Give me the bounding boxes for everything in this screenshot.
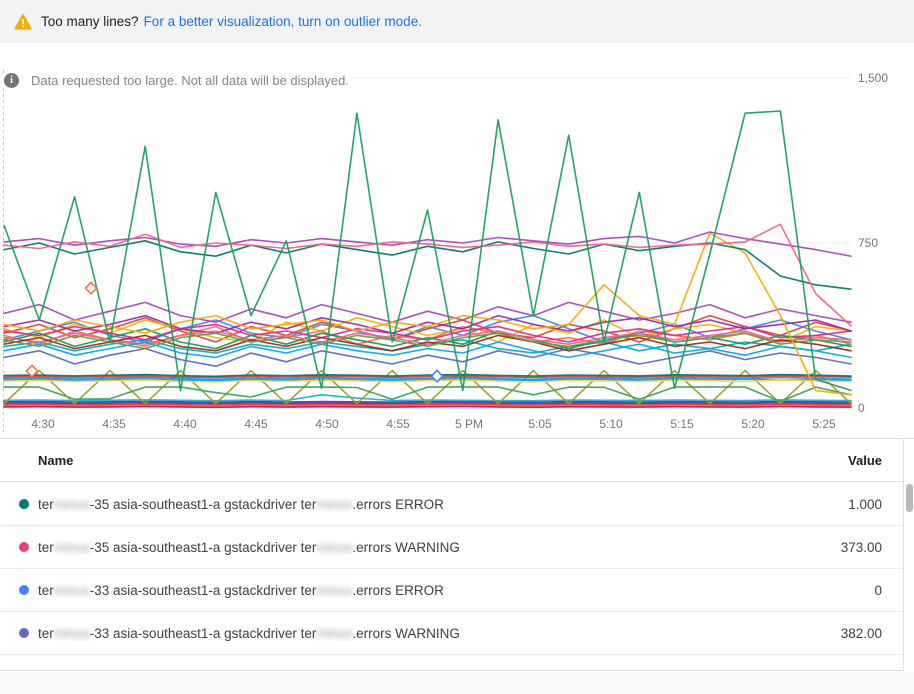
line-chart-canvas[interactable] xyxy=(0,70,914,440)
outlier-mode-link[interactable]: For a better visualization, turn on outl… xyxy=(143,14,422,29)
chart-series-line xyxy=(3,323,852,343)
chart-series-line xyxy=(3,369,852,405)
series-name: terminus-35 asia-southeast1-a gstackdriv… xyxy=(38,496,444,512)
info-icon: i xyxy=(4,73,19,88)
data-truncation-notice: i Data requested too large. Not all data… xyxy=(4,73,352,88)
chart-series-line xyxy=(3,301,852,323)
table-row[interactable]: terminus-33 asia-southeast1-a gstackdriv… xyxy=(0,569,914,612)
x-axis-tick: 5:15 xyxy=(670,417,694,431)
series-value: 1.000 xyxy=(848,496,882,512)
chart-series-line xyxy=(3,377,852,382)
column-header-value: Value xyxy=(848,452,882,468)
x-axis-tick: 4:40 xyxy=(173,417,197,431)
series-color-dot xyxy=(19,628,29,638)
x-axis-tick: 4:55 xyxy=(386,417,410,431)
y-axis-tick: 1,500 xyxy=(858,71,889,85)
x-axis-tick: 5:10 xyxy=(599,417,623,431)
x-axis-tick: 4:35 xyxy=(102,417,126,431)
chart-area: i Data requested too large. Not all data… xyxy=(0,43,914,438)
data-point-marker xyxy=(84,281,98,295)
chart-series-line xyxy=(3,332,852,350)
chart-series-line xyxy=(3,386,852,403)
series-value: 0 xyxy=(874,582,882,598)
chart-series-line xyxy=(3,231,852,257)
chart-series-line xyxy=(3,400,852,404)
x-axis-tick: 4:45 xyxy=(244,417,268,431)
chart-series-line xyxy=(3,405,852,409)
chart-series-line xyxy=(3,232,852,396)
series-name: terminus-35 asia-southeast1-a gstackdriv… xyxy=(38,539,460,555)
series-value: 373.00 xyxy=(840,539,882,555)
legend-row-partial xyxy=(0,655,914,671)
chart-series-line xyxy=(3,330,852,346)
banner-question-text: Too many lines? xyxy=(41,14,139,29)
series-value: 382.00 xyxy=(840,625,882,641)
data-point-marker xyxy=(430,369,444,383)
chart-series-line xyxy=(3,240,852,290)
series-name: terminus-33 asia-southeast1-a gstackdriv… xyxy=(38,625,460,641)
chart-series-line xyxy=(3,393,852,402)
chart-series-line xyxy=(3,334,852,352)
chart-series-line xyxy=(3,375,852,379)
chart-series-line xyxy=(3,314,852,343)
y-axis-tick: 0 xyxy=(858,401,865,415)
legend-table-body: terminus-35 asia-southeast1-a gstackdriv… xyxy=(0,483,914,655)
page-bottom-spacer xyxy=(0,672,914,694)
x-axis-tick: 4:30 xyxy=(31,417,55,431)
y-axis-tick: 750 xyxy=(858,236,879,250)
x-axis-tick: 5 PM xyxy=(454,417,483,431)
table-scrollbar-track[interactable] xyxy=(903,439,914,671)
chart-series-line xyxy=(3,314,852,335)
table-row[interactable]: terminus-35 asia-southeast1-a gstackdriv… xyxy=(0,483,914,526)
table-row[interactable]: terminus-35 asia-southeast1-a gstackdriv… xyxy=(0,526,914,569)
series-name: terminus-33 asia-southeast1-a gstackdriv… xyxy=(38,582,444,598)
series-color-dot xyxy=(19,499,29,509)
column-header-name: Name xyxy=(38,452,74,468)
notice-text: Data requested too large. Not all data w… xyxy=(28,73,352,88)
series-color-dot xyxy=(19,585,29,595)
x-axis-tick: 4:50 xyxy=(315,417,339,431)
chart-series-line xyxy=(3,223,852,327)
table-scrollbar-thumb[interactable] xyxy=(906,484,913,512)
chart-series-line xyxy=(3,373,852,378)
data-point-marker xyxy=(25,364,39,378)
chart-series-line xyxy=(3,379,852,383)
x-axis-tick: 5:05 xyxy=(528,417,552,431)
chart-series-line xyxy=(3,110,852,392)
chart-series-line xyxy=(3,317,852,343)
x-axis-tick: 5:20 xyxy=(741,417,765,431)
series-color-dot xyxy=(19,542,29,552)
chart-series-line xyxy=(3,341,852,359)
table-row[interactable]: terminus-33 asia-southeast1-a gstackdriv… xyxy=(0,612,914,655)
chart-series-line xyxy=(3,376,852,381)
too-many-lines-banner: Too many lines? For a better visualizati… xyxy=(0,0,914,43)
warning-icon xyxy=(14,13,32,30)
x-axis-tick: 5:25 xyxy=(812,417,836,431)
chart-series-line xyxy=(3,403,852,406)
legend-table-header: Name Value xyxy=(0,438,914,482)
